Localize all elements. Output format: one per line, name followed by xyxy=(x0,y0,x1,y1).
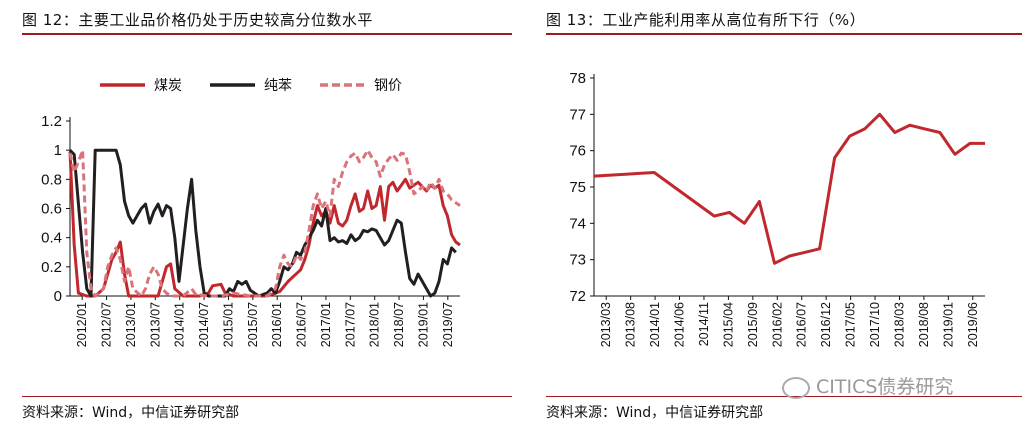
y-tick-label: 76 xyxy=(569,143,586,160)
x-tick-label: 2014/06 xyxy=(673,302,687,347)
x-tick-label: 2015/09 xyxy=(746,302,760,347)
y-tick-label: 72 xyxy=(569,288,586,305)
source-note: 资料来源：Wind，中信证券研究部 xyxy=(22,405,240,421)
x-tick-label: 2015/01 xyxy=(221,302,235,347)
x-tick-label: 2019/01 xyxy=(941,302,955,347)
y-tick-label: 1 xyxy=(54,142,62,159)
watermark-text: CITICS债券研究 xyxy=(816,376,954,398)
legend-label: 钢价 xyxy=(374,78,402,94)
chart-title: 图 13：工业产能利用率从高位有所下行（%） xyxy=(546,11,866,29)
y-tick-label: 0.4 xyxy=(41,230,62,247)
y-tick-label: 78 xyxy=(569,70,586,87)
chart-title: 图 12：主要工业品价格仍处于历史较高分位数水平 xyxy=(22,11,373,29)
x-tick-label: 2015/07 xyxy=(246,302,260,347)
source-rule xyxy=(546,396,1022,397)
x-tick-label: 2012/01 xyxy=(75,302,89,347)
x-tick-label: 2015/04 xyxy=(721,302,735,347)
watermark: CITICS债券研究 xyxy=(782,372,953,399)
x-tick-label: 2019/01 xyxy=(416,302,430,347)
y-tick-label: 0.8 xyxy=(41,171,62,188)
x-tick-label: 2014/11 xyxy=(697,302,711,346)
y-tick-label: 73 xyxy=(569,252,586,269)
x-tick-label: 2017/01 xyxy=(319,302,333,347)
x-tick-label: 2016/07 xyxy=(795,302,809,347)
right-line-chart: 72 73 74 75 76 77 78 2013/03 2013/08 2014/01 2014/… xyxy=(569,70,985,347)
series-line-main xyxy=(593,112,985,265)
series-line-钢价 xyxy=(68,148,461,298)
x-tick-label: 2014/07 xyxy=(197,302,211,347)
legend-label: 纯苯 xyxy=(264,77,292,94)
x-tick-label: 2013/07 xyxy=(148,302,162,347)
x-tick-label: 2014/01 xyxy=(173,302,187,347)
x-tick-label: 2017/05 xyxy=(844,302,858,347)
y-tick-label: 74 xyxy=(569,215,586,232)
x-tick-label: 2018/01 xyxy=(368,302,382,347)
x-tick-label: 2016/12 xyxy=(819,302,833,347)
source-rule xyxy=(22,396,512,397)
y-tick-label: 1.2 xyxy=(41,113,62,130)
series-line-纯苯 xyxy=(68,148,457,298)
wechat-icon xyxy=(782,376,810,399)
x-tick-label: 2019/06 xyxy=(966,302,980,347)
left-line-chart: 0 0.2 0.4 0.6 0.8 1 1.2 2012/01 2012/07 2013/01 20… xyxy=(41,77,461,347)
x-tick-label: 2016/02 xyxy=(770,302,784,347)
x-tick-label: 2013/03 xyxy=(599,302,613,347)
x-tick-label: 2016/07 xyxy=(295,302,309,347)
x-tick-label: 2018/03 xyxy=(892,302,906,347)
x-tick-label: 2014/01 xyxy=(648,302,662,347)
y-tick-label: 75 xyxy=(569,179,586,196)
x-tick-label: 2016/01 xyxy=(270,302,284,347)
x-tick-label: 2018/07 xyxy=(392,302,406,347)
right-chart-panel: 图 13：工业产能利用率从高位有所下行（%） 72 73 74 75 76 77 78 201… xyxy=(538,0,1022,428)
x-tick-label: 2017/10 xyxy=(868,302,882,347)
x-tick-label: 2013/08 xyxy=(624,302,638,347)
x-tick-label: 2019/07 xyxy=(441,302,455,347)
y-tick-label: 0 xyxy=(54,288,62,305)
y-tick-label: 0.6 xyxy=(41,201,62,218)
y-tick-label: 0.2 xyxy=(41,259,62,276)
title-rule xyxy=(22,33,512,35)
x-tick-label: 2012/07 xyxy=(100,302,114,347)
x-tick-label: 2018/08 xyxy=(917,302,931,347)
legend-label: 煤炭 xyxy=(154,78,182,94)
x-tick-label: 2017/07 xyxy=(343,302,357,347)
y-tick-label: 77 xyxy=(569,106,586,123)
x-tick-label: 2013/01 xyxy=(124,302,138,347)
source-note: 资料来源：Wind，中信证券研究部 xyxy=(546,405,764,421)
title-rule xyxy=(546,33,1022,35)
left-chart-panel: 图 12：主要工业品价格仍处于历史较高分位数水平 0 0.2 0.4 0.6 0.8 1 1… xyxy=(0,0,512,428)
